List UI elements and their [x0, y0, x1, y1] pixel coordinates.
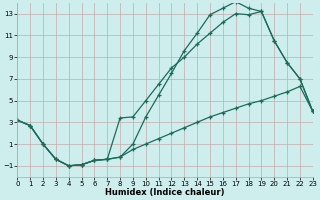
X-axis label: Humidex (Indice chaleur): Humidex (Indice chaleur) — [105, 188, 225, 197]
